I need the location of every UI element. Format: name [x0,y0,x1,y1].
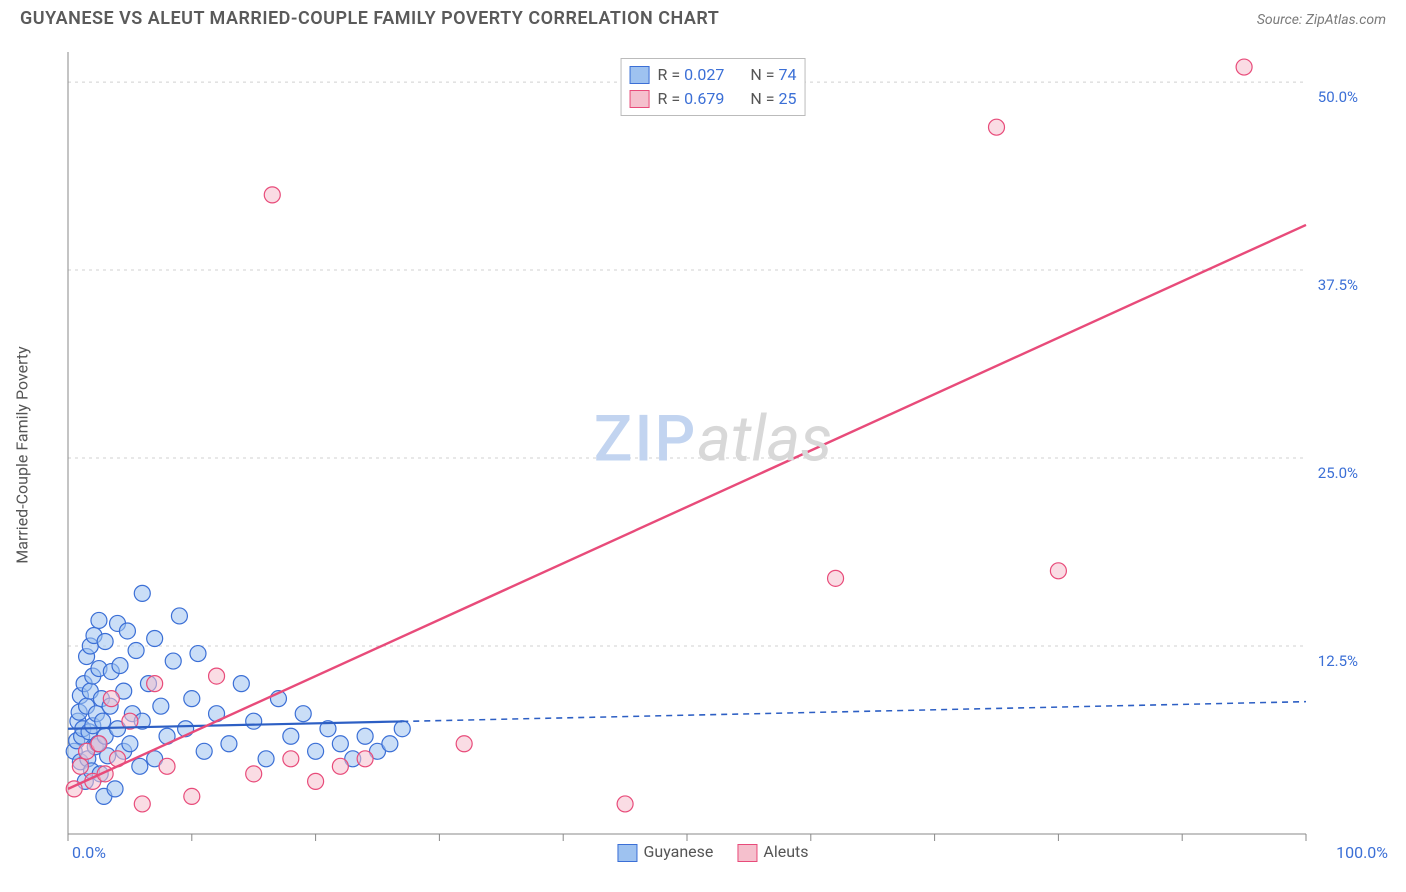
data-point [122,736,138,752]
data-point [989,119,1005,135]
data-point [382,736,398,752]
y-axis-label: Married-Couple Family Poverty [13,346,32,563]
legend-series-label: Aleuts [763,842,808,861]
data-point [112,658,128,674]
trend-line [68,225,1306,789]
data-point [209,668,225,684]
data-point [332,736,348,752]
data-point [165,653,181,669]
legend-r-label: R = 0.027 [658,63,725,87]
data-point [283,751,299,767]
data-point [184,788,200,804]
source-label: Source: ZipAtlas.com [1257,12,1386,28]
data-point [128,643,144,659]
data-point [196,743,212,759]
scatter-plot: 12.5% 25.0% 37.5% 50.0% [30,48,1366,862]
data-point [246,766,262,782]
svg-text:37.5%: 37.5% [1318,276,1358,294]
data-point [394,721,410,737]
data-point [134,585,150,601]
x-axis-max-label: 100.0% [1336,843,1388,862]
data-point [295,706,311,722]
legend-r-label: R = 0.679 [658,87,725,111]
data-point [147,631,163,647]
data-point [91,736,107,752]
data-point [103,691,119,707]
data-point [233,676,249,692]
data-point [258,751,274,767]
data-point [332,758,348,774]
data-point [456,736,472,752]
data-point [91,612,107,628]
data-point [308,773,324,789]
data-point [107,781,123,797]
data-point [184,691,200,707]
x-axis-min-label: 0.0% [72,843,106,862]
svg-text:50.0%: 50.0% [1318,88,1358,106]
trend-line-extension [402,702,1306,722]
data-point [1050,563,1066,579]
data-point [72,758,88,774]
legend-n-label: N = 25 [750,87,796,111]
legend-correlation-row: R = 0.679 N = 25 [630,87,797,111]
data-point [97,634,113,650]
legend-swatch [617,844,637,862]
legend-swatch [737,844,757,862]
data-point [617,796,633,812]
data-point [283,728,299,744]
data-point [147,676,163,692]
data-point [171,608,187,624]
legend-series-label: Guyanese [643,842,713,861]
data-point [246,713,262,729]
data-point [119,623,135,639]
series-legend: Guyanese Aleuts [617,842,808,862]
legend-correlation-row: R = 0.027 N = 74 [630,63,797,87]
data-point [357,751,373,767]
data-point [134,796,150,812]
data-point [357,728,373,744]
data-point [159,758,175,774]
chart-title: GUYANESE VS ALEUT MARRIED-COUPLE FAMILY … [20,8,719,29]
legend-n-label: N = 74 [750,63,796,87]
legend-swatch [630,66,650,84]
data-point [132,758,148,774]
correlation-legend: R = 0.027 N = 74 R = 0.679 N = 25 [621,58,806,116]
svg-text:25.0%: 25.0% [1318,464,1358,482]
legend-series-item: Guyanese [617,842,713,862]
data-point [190,646,206,662]
data-point [1236,59,1252,75]
data-point [221,736,237,752]
data-point [308,743,324,759]
data-point [828,570,844,586]
legend-swatch [630,90,650,108]
svg-text:12.5%: 12.5% [1318,652,1358,670]
legend-series-item: Aleuts [737,842,808,862]
data-point [153,698,169,714]
data-point [264,187,280,203]
